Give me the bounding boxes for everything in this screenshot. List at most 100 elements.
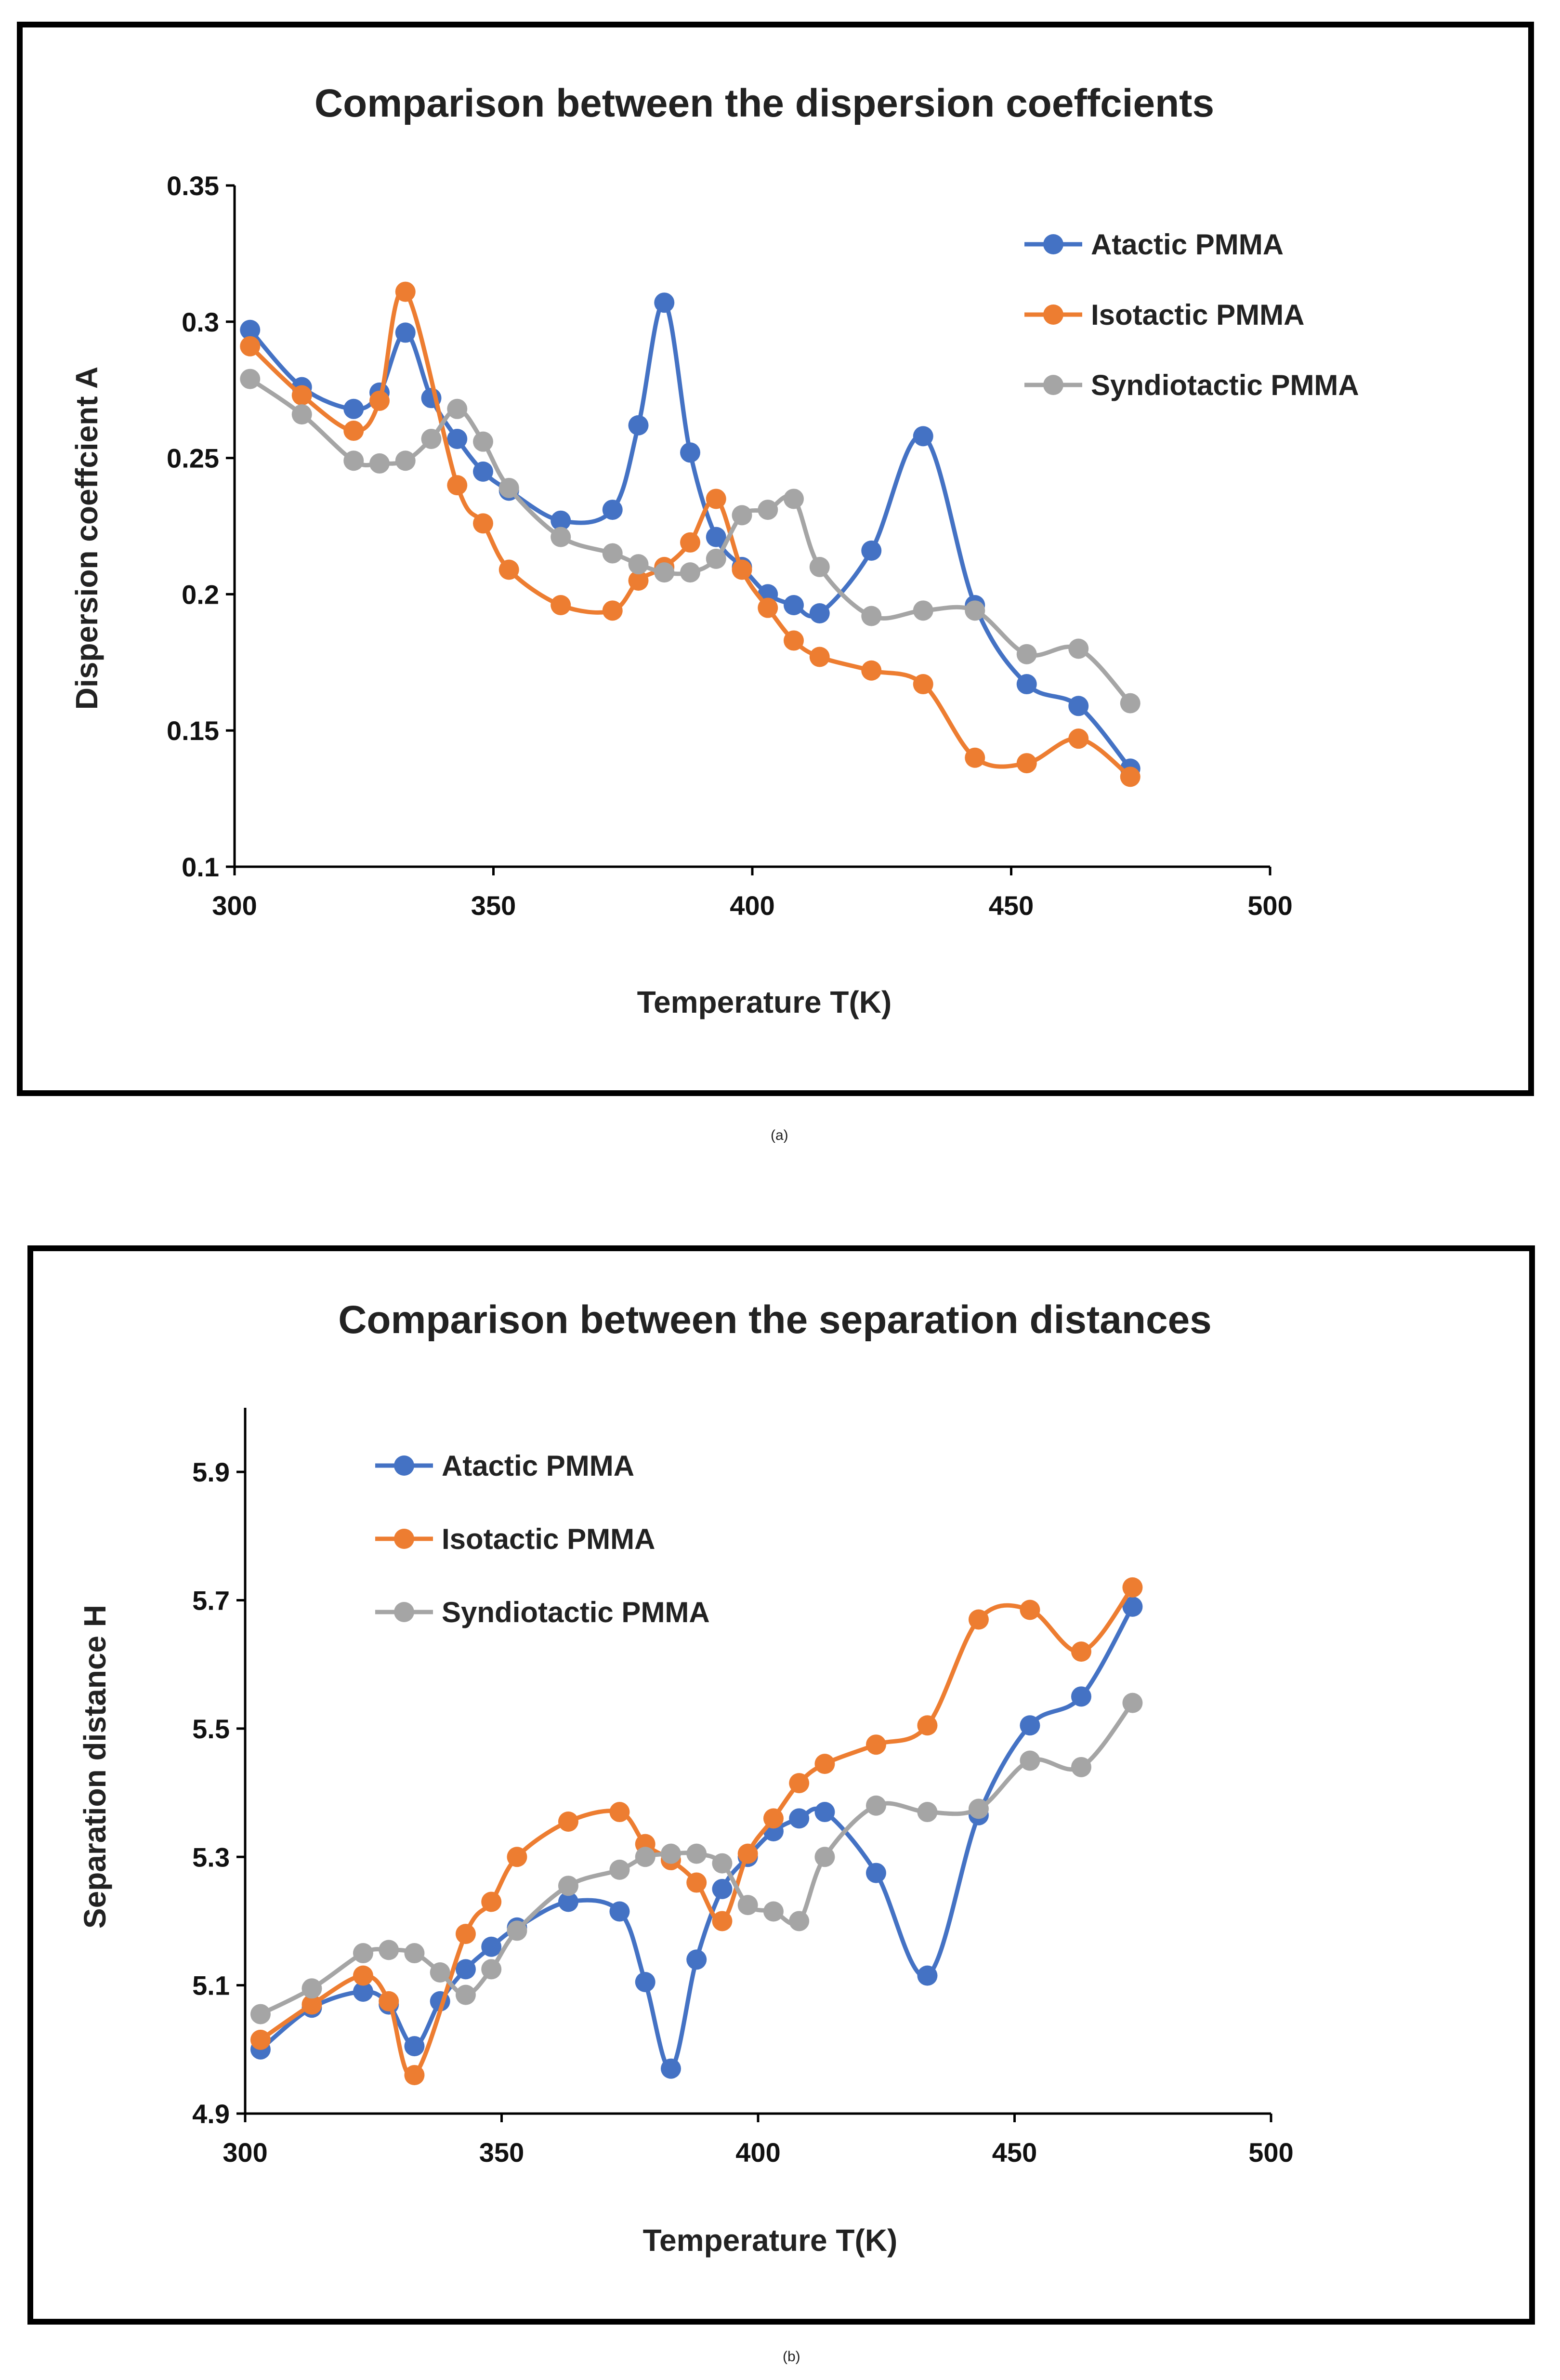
legend-marker-atactic-pmma <box>394 1455 414 1476</box>
data-point-atactic-pmma <box>343 398 364 419</box>
data-point-isotactic-pmma <box>369 390 390 411</box>
x-tick-label: 300 <box>223 2137 267 2168</box>
data-point-syndiotactic-pmma <box>473 431 493 452</box>
x-axis-title: Temperature T(K) <box>643 2223 898 2258</box>
data-point-syndiotactic-pmma <box>481 1959 502 1980</box>
data-point-isotactic-pmma <box>758 597 778 618</box>
data-point-syndiotactic-pmma <box>1071 1757 1091 1777</box>
data-point-syndiotactic-pmma <box>1068 638 1089 659</box>
data-point-isotactic-pmma <box>379 1991 399 2011</box>
data-point-syndiotactic-pmma <box>302 1978 322 1999</box>
data-point-syndiotactic-pmma <box>737 1895 758 1916</box>
data-point-syndiotactic-pmma <box>507 1920 527 1941</box>
data-point-syndiotactic-pmma <box>732 505 752 526</box>
data-point-syndiotactic-pmma <box>680 562 700 583</box>
data-point-isotactic-pmma <box>784 630 804 651</box>
data-point-syndiotactic-pmma <box>758 500 778 520</box>
x-tick-label: 500 <box>1247 890 1292 921</box>
data-point-isotactic-pmma <box>686 1872 707 1893</box>
data-point-atactic-pmma <box>404 2036 425 2057</box>
data-point-syndiotactic-pmma <box>353 1943 373 1964</box>
data-point-isotactic-pmma <box>737 1843 758 1864</box>
data-point-atactic-pmma <box>1122 1596 1143 1617</box>
data-point-syndiotactic-pmma <box>784 489 804 509</box>
data-point-isotactic-pmma <box>481 1891 502 1912</box>
y-tick-label: 0.1 <box>182 852 219 882</box>
data-point-syndiotactic-pmma <box>551 527 571 547</box>
data-point-atactic-pmma <box>635 1971 655 1992</box>
data-point-atactic-pmma <box>789 1808 810 1829</box>
y-tick-label: 5.3 <box>192 1842 230 1872</box>
data-point-isotactic-pmma <box>968 1609 989 1630</box>
data-point-syndiotactic-pmma <box>789 1911 810 1931</box>
chart-b-svg: Comparison between the separation distan… <box>78 1298 1294 2258</box>
data-point-isotactic-pmma <box>706 489 726 509</box>
data-point-isotactic-pmma <box>965 747 985 768</box>
data-point-syndiotactic-pmma <box>250 2004 271 2024</box>
legend-marker-isotactic-pmma <box>394 1529 414 1549</box>
data-point-syndiotactic-pmma <box>865 1795 886 1816</box>
data-point-syndiotactic-pmma <box>455 1984 476 2005</box>
data-point-isotactic-pmma <box>913 674 933 695</box>
x-tick-label: 400 <box>735 2137 780 2168</box>
data-point-syndiotactic-pmma <box>660 1843 681 1864</box>
data-point-syndiotactic-pmma <box>654 562 675 583</box>
y-axis-title: Separation distance H <box>78 1605 112 1929</box>
data-point-atactic-pmma <box>1016 674 1037 695</box>
chart-a-svg: Comparison between the dispersion coeffc… <box>69 81 1359 1019</box>
data-point-syndiotactic-pmma <box>635 1847 655 1867</box>
data-point-syndiotactic-pmma <box>379 1940 399 1960</box>
data-point-atactic-pmma <box>809 603 830 623</box>
legend-label-atactic-pmma: Atactic PMMA <box>1091 228 1284 261</box>
data-point-isotactic-pmma <box>353 1965 373 1986</box>
data-point-isotactic-pmma <box>789 1773 810 1794</box>
data-point-isotactic-pmma <box>240 336 261 357</box>
series-line-atactic-pmma <box>258 1604 1135 2071</box>
data-point-atactic-pmma <box>913 426 933 447</box>
x-tick-label: 300 <box>212 890 257 921</box>
y-tick-label: 0.15 <box>167 715 219 746</box>
data-point-isotactic-pmma <box>917 1715 938 1736</box>
data-point-isotactic-pmma <box>343 421 364 441</box>
data-point-atactic-pmma <box>1020 1715 1040 1736</box>
data-point-isotactic-pmma <box>1071 1641 1091 1662</box>
y-tick-label: 4.9 <box>192 2099 230 2129</box>
data-point-syndiotactic-pmma <box>1016 644 1037 664</box>
data-point-isotactic-pmma <box>250 2029 271 2050</box>
data-point-syndiotactic-pmma <box>706 548 726 569</box>
x-tick-label: 500 <box>1248 2137 1293 2168</box>
x-tick-label: 450 <box>992 2137 1037 2168</box>
data-point-syndiotactic-pmma <box>917 1802 938 1823</box>
x-tick-label: 350 <box>479 2137 524 2168</box>
data-point-syndiotactic-pmma <box>968 1798 989 1819</box>
legend-label-syndiotactic-pmma: Syndiotactic PMMA <box>1091 369 1359 401</box>
chart-panel-b: Comparison between the separation distan… <box>27 1245 1535 2325</box>
data-point-atactic-pmma <box>865 1863 886 1883</box>
data-point-atactic-pmma <box>551 510 571 531</box>
data-point-syndiotactic-pmma <box>609 1859 630 1880</box>
y-tick-label: 0.2 <box>182 579 219 609</box>
data-point-isotactic-pmma <box>1120 767 1141 787</box>
data-point-syndiotactic-pmma <box>712 1853 733 1874</box>
data-point-isotactic-pmma <box>395 281 416 302</box>
data-point-atactic-pmma <box>784 595 804 616</box>
x-tick-label: 450 <box>989 890 1034 921</box>
y-axis-title: Dispersion coeffcient A <box>69 367 104 710</box>
x-tick-label: 350 <box>471 890 516 921</box>
data-point-syndiotactic-pmma <box>861 606 882 626</box>
data-point-syndiotactic-pmma <box>1120 693 1141 714</box>
legend-label-syndiotactic-pmma: Syndiotactic PMMA <box>442 1596 710 1628</box>
data-point-atactic-pmma <box>447 429 468 450</box>
chart-panel-a: Comparison between the dispersion coeffc… <box>17 22 1534 1096</box>
chart-title: Comparison between the dispersion coeffc… <box>315 81 1214 125</box>
data-point-syndiotactic-pmma <box>240 369 261 389</box>
data-point-atactic-pmma <box>481 1936 502 1957</box>
data-point-atactic-pmma <box>660 2058 681 2079</box>
data-point-atactic-pmma <box>558 1891 578 1912</box>
data-point-atactic-pmma <box>917 1965 938 1986</box>
data-point-syndiotactic-pmma <box>809 556 830 577</box>
y-tick-label: 5.9 <box>192 1457 230 1487</box>
data-point-isotactic-pmma <box>609 1802 630 1823</box>
data-point-atactic-pmma <box>861 540 882 561</box>
data-point-isotactic-pmma <box>558 1811 578 1832</box>
